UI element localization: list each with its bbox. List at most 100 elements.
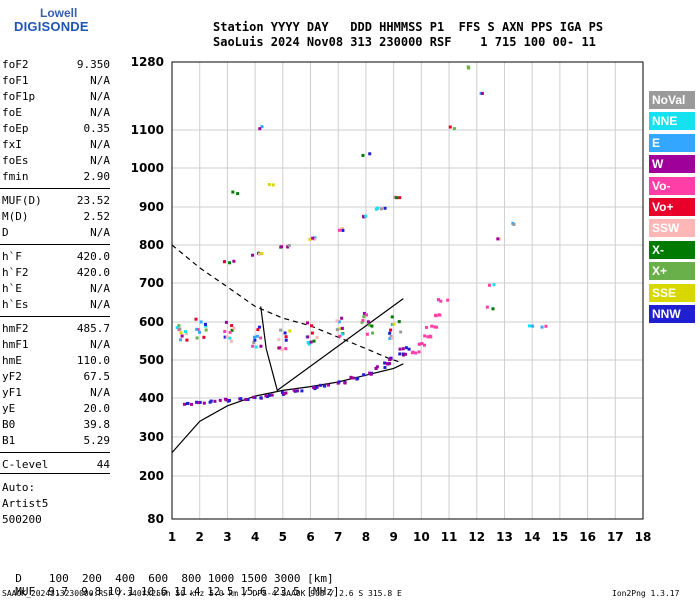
x-tick-label: 3 [223,530,231,544]
echo-point [401,347,405,351]
echo-point [282,392,286,396]
distance-row-label: D [15,572,22,585]
legend-item: Vo+ [649,198,695,216]
legend-item: W [649,155,695,174]
echo-point [337,380,341,384]
echo-point [280,348,284,352]
echo-point [228,261,232,265]
echo-point [260,251,264,255]
echo-point [389,335,393,339]
echo-point [446,298,450,302]
echo-point [341,228,345,232]
legend-item: Vo- [649,176,695,195]
echo-point [251,253,255,257]
station-header-line2: SaoLuis 2024 Nov08 313 230000 RSF 1 715 … [213,35,596,49]
echo-point [404,346,408,350]
echo-point [194,317,198,321]
echo-point [364,313,368,317]
echo-point [213,399,217,403]
echo-point [230,324,234,328]
param-value: N/A [90,90,110,103]
echo-point [340,326,344,330]
echo-point [327,383,331,387]
echo-point [232,326,236,330]
echo-point [323,384,327,388]
param-label: foF2 [2,58,29,71]
echo-point [374,367,378,371]
echo-point [315,336,319,340]
echo-point [544,324,548,328]
distance-row-values: 100 200 400 600 800 1000 1500 3000 [km] [48,572,334,585]
echo-point [230,328,234,332]
y-tick-label: 800 [139,238,164,252]
param-label: hmF2 [2,322,29,335]
param-label: D [2,226,9,239]
param-label: h`Es [2,298,29,311]
y-tick-label: 200 [139,469,164,483]
echo-point [383,206,387,210]
echo-point [224,320,228,324]
echo-point [279,328,283,332]
echo-point [185,402,189,406]
echo-point [365,332,369,336]
echo-point [361,153,365,157]
plot-frame [171,61,644,520]
x-tick-label: 8 [362,530,370,544]
legend-item: SSE [649,283,695,302]
muf-row-label: MUF [15,585,36,598]
echo-point [198,400,202,404]
param-label: C-level [2,458,49,471]
param-value: N/A [90,386,110,399]
echo-point [305,321,309,325]
param-row: yF2 67.5 [2,369,110,385]
y-tick-label: 500 [139,353,164,367]
param-label: yF2 [2,370,22,383]
echo-point [390,315,394,319]
profile-curve [171,363,404,453]
echo-point [398,352,402,356]
echo-point [218,398,222,402]
param-value: 0.35 [83,122,111,135]
echo-point [280,390,284,394]
echo-point [244,398,248,402]
x-tick-label: 7 [334,530,342,544]
echo-point [180,334,184,338]
profile-return-curve [260,298,404,392]
param-row: foEs N/A [2,153,110,169]
parameter-panel: foF2 9.350 foF1 N/A foF1p N/A foE N/A foEp 0.35 fx… [0,0,112,540]
echo-point [196,401,200,405]
param-divider [0,244,110,245]
station-header-line1: Station YYYY DAY DDD HHMMSS P1 FFS S AXN… [213,20,604,34]
param-row: fxI N/A [2,137,110,153]
param-row: MUF(D) 23.52 [2,193,110,209]
param-row: yF1 N/A [2,385,110,401]
param-label: foF1 [2,74,29,87]
legend-item: X+ [649,262,695,281]
legend-item: X- [649,240,695,259]
version-label: Ion2Png 1.3.17 [612,589,680,598]
echo-point [284,335,288,339]
echo-point [448,125,452,129]
echo-point [256,328,260,332]
echo-point [236,192,240,196]
autoscale-code: 500200 [2,513,42,526]
echo-point [480,91,484,95]
param-row: foEp 0.35 [2,121,110,137]
echo-point [286,245,290,249]
echo-point [280,245,284,249]
echo-point [231,190,235,194]
echo-point [310,331,314,335]
echo-point [195,327,199,331]
echo-point [227,398,231,402]
echo-point [257,325,261,329]
param-label: fxI [2,138,22,151]
digisonde-logo-text: DIGISONDE [14,19,89,34]
echo-point [362,315,366,319]
echo-point [512,223,516,227]
muf-row-values: 9.7 9.8 10.1 10.6 11.4 12.5 15.6 23.5 [M… [48,585,340,598]
param-value: N/A [90,282,110,295]
echo-point [423,334,427,338]
echo-point [374,207,378,211]
echo-point [319,383,323,387]
echo-point [264,394,268,398]
